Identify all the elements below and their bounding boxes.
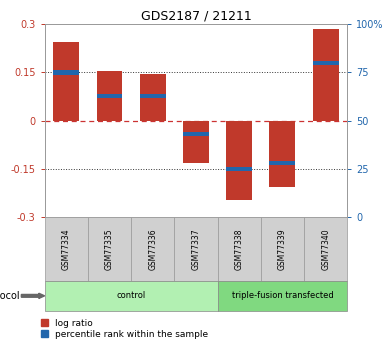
- Text: GSM77337: GSM77337: [191, 228, 201, 270]
- Bar: [226, 121, 252, 200]
- Bar: [183, 132, 209, 136]
- Bar: [218, 281, 347, 310]
- Text: triple-fusion transfected: triple-fusion transfected: [232, 291, 333, 300]
- Text: GSM77335: GSM77335: [105, 228, 114, 270]
- Bar: [45, 281, 218, 310]
- Bar: [174, 217, 218, 281]
- Bar: [183, 121, 209, 162]
- Bar: [53, 70, 79, 75]
- Title: GDS2187 / 21211: GDS2187 / 21211: [140, 10, 251, 23]
- Text: GSM77338: GSM77338: [235, 228, 244, 270]
- Bar: [261, 217, 304, 281]
- Bar: [45, 217, 88, 281]
- Bar: [218, 217, 261, 281]
- Text: GSM77339: GSM77339: [278, 228, 287, 270]
- Text: control: control: [116, 291, 146, 300]
- Text: GSM77340: GSM77340: [321, 228, 330, 270]
- Bar: [313, 29, 339, 121]
- Bar: [140, 74, 166, 121]
- Bar: [140, 93, 166, 98]
- Bar: [304, 217, 347, 281]
- Bar: [97, 93, 123, 98]
- Bar: [269, 121, 295, 187]
- Bar: [97, 71, 123, 121]
- Bar: [53, 42, 79, 121]
- Bar: [131, 217, 174, 281]
- Bar: [226, 167, 252, 171]
- Text: protocol: protocol: [0, 291, 19, 301]
- Bar: [313, 61, 339, 65]
- Text: GSM77334: GSM77334: [62, 228, 71, 270]
- Legend: log ratio, percentile rank within the sample: log ratio, percentile rank within the sa…: [42, 318, 208, 339]
- Text: GSM77336: GSM77336: [148, 228, 157, 270]
- Bar: [269, 161, 295, 165]
- Bar: [88, 217, 131, 281]
